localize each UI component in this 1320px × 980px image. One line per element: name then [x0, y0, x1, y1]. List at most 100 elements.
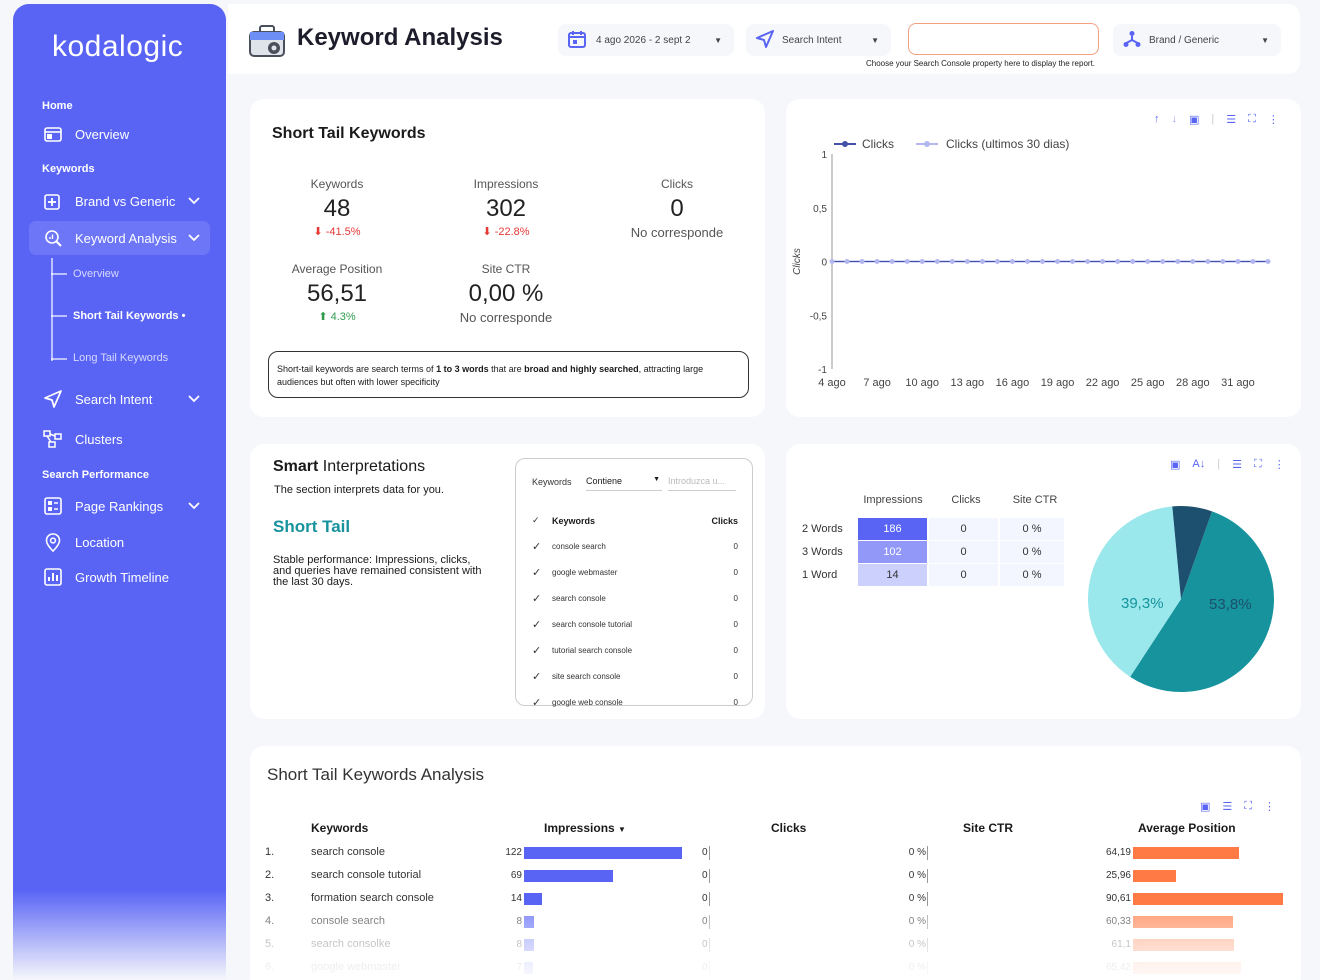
smart-title: Smart Interpretations	[273, 458, 426, 475]
sidebar-item-label: Page Rankings	[75, 498, 164, 514]
sidebar-item-growth-timeline[interactable]: Growth Timeline	[29, 560, 210, 594]
sort-az-icon[interactable]: A↓	[1192, 458, 1206, 470]
x-tick-label: 13 ago	[950, 377, 984, 389]
data-point	[979, 259, 985, 264]
sidebar-item-overview[interactable]: Overview	[29, 117, 210, 151]
position-bar	[1133, 893, 1283, 905]
export-icon[interactable]: ▣	[1189, 114, 1200, 126]
fullscreen-icon[interactable]: ⛶	[1253, 458, 1262, 470]
ranking-icon	[43, 496, 63, 516]
top-bar: Keyword Analysis 4 ago 2026 - 2 sept 2 ▼…	[228, 4, 1300, 74]
kpi-label: Impressions	[473, 177, 539, 191]
filter-icon[interactable]: ☰	[1222, 801, 1233, 813]
keyword-table: Keywords Contiene ▼ Introduzca u... Keywo…	[515, 458, 753, 709]
col-site-ctr[interactable]: Site CTR	[963, 821, 1014, 835]
send-icon	[43, 389, 63, 409]
data-point	[1070, 259, 1076, 264]
row-keyword: formation search console	[311, 892, 434, 904]
kpi-label: Clicks	[661, 177, 693, 191]
smart-card: Smart Interpretations The section interp…	[250, 444, 765, 719]
fullscreen-icon[interactable]: ⛶	[1248, 113, 1256, 125]
row-position: 64,19	[1105, 847, 1131, 858]
heat-cell-impressions: 102	[858, 541, 927, 563]
legend-clicks-prev: Clicks (ultimos 30 dias)	[946, 137, 1069, 151]
data-point	[1160, 259, 1166, 264]
sidebar-sub-short-tail[interactable]: Short Tail Keywords •	[73, 310, 186, 322]
filter-input[interactable]: Introduzca u...	[668, 471, 736, 491]
data-point	[1009, 259, 1015, 264]
filter-operator[interactable]: Contiene ▼	[586, 471, 662, 491]
export-icon[interactable]: ▣	[1200, 801, 1211, 813]
check-icon: ✓	[532, 619, 542, 631]
table-row[interactable]: 1. search console 122 0 0 % 64,19	[250, 844, 1301, 864]
section-home: Home	[42, 100, 73, 112]
col-keywords[interactable]: Keywords	[311, 821, 369, 835]
y-axis-label: Clicks	[792, 248, 803, 275]
col-clicks[interactable]: Clicks	[771, 821, 807, 835]
x-tick-label: 22 ago	[1086, 377, 1120, 389]
chevron-down-icon	[188, 498, 200, 513]
data-point	[1130, 259, 1136, 264]
legend-marker	[924, 141, 930, 147]
x-tick-label: 28 ago	[1176, 377, 1210, 389]
table-row[interactable]: 3. formation search console 14 0 0 % 90,61	[250, 890, 1301, 910]
sidebar-item-clusters[interactable]: Clusters	[29, 422, 210, 456]
data-point	[874, 259, 880, 264]
keyword-text: search console	[552, 594, 606, 603]
list-item[interactable]: ✓ site search console 0	[532, 671, 738, 686]
export-icon[interactable]: ▣	[1170, 459, 1181, 471]
filter-icon[interactable]: ☰	[1232, 459, 1242, 471]
row-index: 1.	[265, 846, 275, 858]
sidebar-sub-overview[interactable]: Overview	[73, 268, 119, 280]
position-bar	[1133, 847, 1240, 859]
sidebar-item-brand-vs-generic[interactable]: Brand vs Generic	[29, 184, 210, 218]
keyword-clicks: 0	[733, 542, 738, 551]
list-header-clicks: Clicks	[711, 516, 738, 526]
data-point	[1145, 259, 1151, 264]
sidebar-item-search-intent[interactable]: Search Intent	[29, 382, 210, 416]
sidebar-item-location[interactable]: Location	[29, 525, 210, 559]
more-icon[interactable]: ⋮	[1273, 459, 1285, 471]
date-range-picker[interactable]: 4 ago 2026 - 2 sept 2 ▼	[558, 24, 734, 56]
list-item[interactable]: ✓ google web console 0	[532, 697, 738, 712]
brand-generic-filter[interactable]: Brand / Generic ▼	[1113, 24, 1281, 56]
add-square-icon	[43, 191, 63, 211]
sort-up-icon[interactable]: ↑	[1154, 113, 1160, 125]
keyword-clicks: 0	[733, 698, 738, 707]
more-icon[interactable]: ⋮	[1263, 801, 1275, 813]
list-item[interactable]: ✓ google webmaster 0	[532, 567, 738, 582]
toolbar-divider: |	[1217, 458, 1221, 470]
list-item[interactable]: ✓ tutorial search console 0	[532, 645, 738, 660]
data-point	[859, 259, 865, 264]
list-item[interactable]: ✓ console search 0	[532, 541, 738, 556]
cell-ctr: 0 %	[1000, 541, 1064, 563]
search-intent-filter[interactable]: Search Intent ▼	[746, 24, 891, 56]
sidebar-item-keyword-analysis[interactable]: Keyword Analysis	[29, 221, 210, 255]
x-tick-label: 31 ago	[1221, 377, 1255, 389]
fullscreen-icon[interactable]: ⛶	[1244, 800, 1252, 812]
smart-subtitle: Short Tail	[273, 517, 351, 536]
chart-toolbar: ▣ A↓ | ☰ ⛶ ⋮	[1170, 458, 1285, 471]
list-item[interactable]: ✓ search console 0	[532, 593, 738, 608]
sort-down-icon[interactable]: ↓	[1171, 113, 1178, 125]
property-selector[interactable]	[908, 23, 1099, 55]
sidebar-item-page-rankings[interactable]: Page Rankings	[29, 489, 210, 523]
branch-icon	[1123, 30, 1141, 51]
pie-chart: 39,3% 53,8%	[1088, 506, 1274, 692]
chevron-down-icon	[188, 391, 200, 406]
kpi-value: 302	[485, 195, 527, 222]
col-average-position[interactable]: Average Position	[1138, 821, 1236, 835]
heat-cell-impressions: 186	[858, 518, 927, 540]
row-index: 3.	[265, 892, 275, 904]
more-icon[interactable]: ⋮	[1267, 114, 1279, 126]
col-header: Impressions	[863, 494, 923, 506]
check-icon: ✓	[532, 515, 540, 525]
sidebar-sub-long-tail[interactable]: Long Tail Keywords	[73, 352, 169, 364]
table-row[interactable]: 2. search console tutorial 69 0 0 % 25,96	[250, 867, 1301, 887]
keyword-text: search console tutorial	[552, 620, 633, 629]
col-impressions[interactable]: Impressions ▼	[544, 821, 626, 835]
filter-icon[interactable]: ☰	[1226, 114, 1237, 126]
chevron-down-icon	[188, 230, 200, 245]
caret-down-icon: ▼	[1261, 35, 1269, 45]
list-item[interactable]: ✓ search console tutorial 0	[532, 619, 738, 634]
